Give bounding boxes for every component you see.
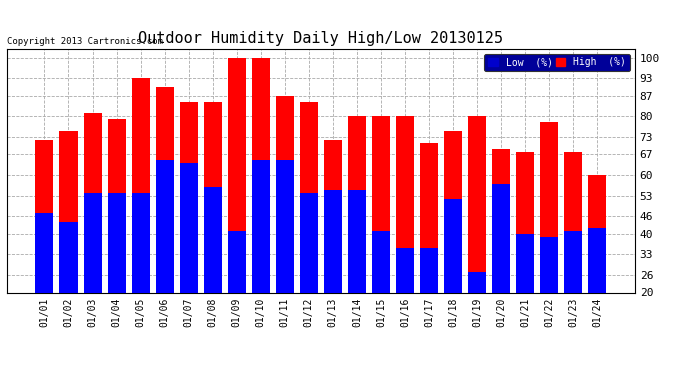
Bar (516, 152, 534, 292)
Bar (35, 213, 53, 292)
Bar (179, 102, 197, 292)
Bar (589, 228, 607, 292)
Title: Outdoor Humidity Daily High/Low 20130125: Outdoor Humidity Daily High/Low 20130125 (139, 31, 503, 46)
Bar (589, 175, 607, 292)
Bar (444, 131, 462, 292)
Bar (324, 190, 342, 292)
Bar (132, 193, 150, 292)
Bar (59, 131, 77, 292)
Bar (492, 184, 510, 292)
Bar (252, 57, 270, 292)
Bar (420, 249, 438, 292)
Legend: Low  (%), High  (%): Low (%), High (%) (484, 54, 630, 71)
Bar (156, 160, 174, 292)
Bar (516, 234, 534, 292)
Bar (300, 102, 318, 292)
Bar (59, 222, 77, 292)
Bar (132, 78, 150, 292)
Bar (348, 190, 366, 292)
Bar (156, 87, 174, 292)
Bar (300, 193, 318, 292)
Bar (468, 116, 486, 292)
Bar (35, 140, 53, 292)
Bar (276, 160, 294, 292)
Bar (276, 96, 294, 292)
Bar (444, 198, 462, 292)
Bar (492, 148, 510, 292)
Bar (83, 113, 101, 292)
Bar (108, 193, 126, 292)
Bar (564, 152, 582, 292)
Bar (348, 116, 366, 292)
Bar (564, 231, 582, 292)
Bar (372, 116, 390, 292)
Bar (179, 163, 197, 292)
Bar (372, 231, 390, 292)
Bar (420, 143, 438, 292)
Bar (228, 231, 246, 292)
Bar (204, 102, 221, 292)
Bar (396, 116, 414, 292)
Bar (108, 119, 126, 292)
Bar (228, 57, 246, 292)
Bar (540, 237, 558, 292)
Bar (468, 272, 486, 292)
Bar (324, 140, 342, 292)
Bar (83, 193, 101, 292)
Bar (396, 249, 414, 292)
Bar (204, 187, 221, 292)
Bar (540, 122, 558, 292)
Text: Copyright 2013 Cartronics.com: Copyright 2013 Cartronics.com (7, 38, 163, 46)
Bar (252, 160, 270, 292)
